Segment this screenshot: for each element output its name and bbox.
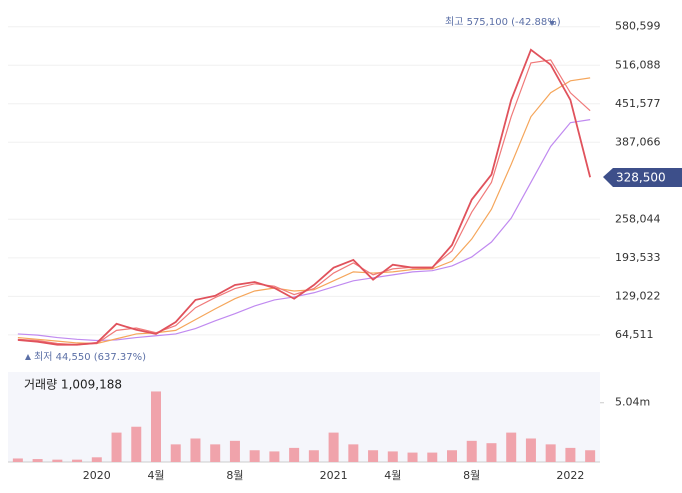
volume-bar (72, 459, 83, 462)
low-marker (25, 354, 31, 360)
volume-bar (111, 432, 122, 462)
last-price-tag (603, 168, 682, 187)
volume-bar (308, 450, 319, 462)
x-tick-label: 2020 (83, 469, 111, 482)
high-marker (549, 21, 555, 26)
y-tick-label: 451,577 (615, 97, 661, 110)
y-tick-label: 516,088 (615, 58, 661, 71)
volume-bar (525, 438, 536, 462)
volume-bar (269, 451, 280, 462)
high-label: 최고 575,100 (-42.88%) (445, 16, 561, 28)
volume-bar (210, 444, 221, 462)
volume-bar (447, 450, 457, 462)
x-tick-label: 2021 (320, 469, 348, 482)
x-tick-label: 4월 (384, 469, 401, 482)
volume-bar (427, 452, 438, 462)
volume-bar (368, 450, 379, 462)
x-tick-label: 8월 (463, 469, 480, 482)
volume-bar (545, 444, 556, 462)
y-tick-label: 580,599 (615, 20, 661, 33)
price-line (17, 77, 591, 345)
x-tick-label: 8월 (226, 469, 243, 482)
last-price-label: 328,500 (616, 171, 666, 185)
volume-bar (131, 426, 142, 462)
volume-bar (328, 432, 339, 462)
volume-bar (387, 451, 398, 462)
y-tick-label: 64,511 (615, 328, 654, 341)
y-tick-label: 258,044 (615, 212, 661, 225)
volume-bar (565, 447, 576, 462)
volume-bar (91, 457, 102, 462)
volume-bar (407, 452, 418, 462)
volume-bar (52, 459, 63, 462)
volume-bar (151, 391, 161, 462)
volume-bar (12, 458, 23, 462)
volume-bar (506, 432, 517, 462)
volume-tick-label: 5.04m (615, 396, 650, 409)
volume-panel (8, 372, 600, 462)
y-tick-label: 193,533 (615, 251, 661, 264)
x-tick-label: 2022 (556, 469, 584, 482)
volume-bar (348, 444, 359, 462)
price-line (17, 59, 591, 346)
price-line (17, 119, 591, 342)
volume-bar (32, 459, 43, 462)
y-tick-label: 387,066 (615, 135, 661, 148)
volume-bar (249, 450, 260, 462)
volume-bar (486, 443, 497, 462)
price-line (17, 48, 592, 346)
low-label: 최저 44,550 (637.37%) (34, 351, 146, 363)
volume-bar (229, 440, 240, 462)
x-tick-label: 4월 (147, 469, 164, 482)
volume-bar (170, 444, 181, 462)
volume-bar (289, 447, 300, 462)
volume-bar (190, 438, 201, 462)
volume-title: 거래량 1,009,188 (24, 378, 122, 392)
volume-bar (585, 450, 596, 462)
y-tick-label: 129,022 (615, 289, 661, 302)
volume-bar (466, 440, 477, 462)
